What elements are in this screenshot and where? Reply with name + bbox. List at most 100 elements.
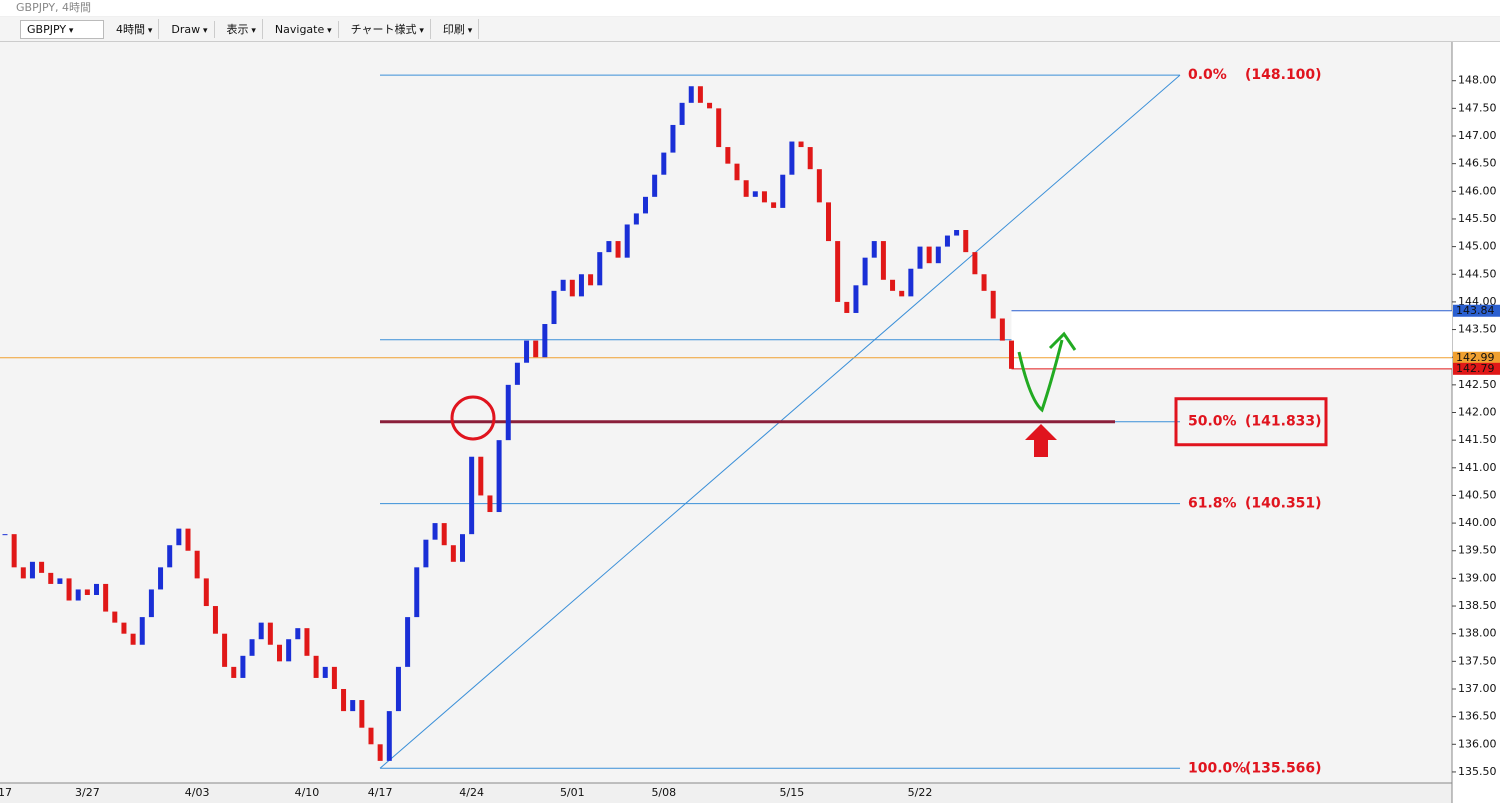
candle bbox=[798, 141, 804, 148]
y-tick-label: 146.50 bbox=[1458, 157, 1497, 170]
candle bbox=[405, 617, 411, 667]
x-tick-label: 4/03 bbox=[185, 786, 210, 799]
candle bbox=[661, 152, 667, 175]
price-marker-tag bbox=[1453, 351, 1500, 364]
candle bbox=[496, 440, 502, 513]
candle bbox=[761, 191, 767, 203]
candle bbox=[139, 617, 145, 645]
candle bbox=[734, 163, 740, 181]
y-tick-label: 137.50 bbox=[1458, 654, 1497, 667]
candle bbox=[103, 583, 109, 612]
y-tick-label: 140.50 bbox=[1458, 488, 1497, 501]
candle bbox=[386, 711, 392, 761]
fib-price-label: (140.351) bbox=[1245, 496, 1322, 512]
candle bbox=[478, 456, 484, 496]
candle bbox=[432, 523, 438, 540]
x-tick-label: 5/15 bbox=[780, 786, 805, 799]
candle bbox=[588, 274, 594, 286]
candle bbox=[816, 169, 822, 203]
toolbar-menu[interactable]: Draw bbox=[165, 20, 215, 38]
candle bbox=[350, 700, 356, 712]
toolbar-menu[interactable]: Navigate bbox=[269, 20, 339, 38]
toolbar-menu[interactable]: チャート様式 bbox=[345, 19, 431, 39]
y-tick-label: 145.50 bbox=[1458, 212, 1497, 225]
price-axis-bg bbox=[1452, 42, 1500, 803]
candle bbox=[148, 589, 154, 618]
x-tick-label: 4/10 bbox=[295, 786, 320, 799]
fib-highlight-box bbox=[1174, 397, 1328, 447]
price-marker-label: 142.79 bbox=[1456, 362, 1495, 375]
candle bbox=[222, 633, 228, 667]
y-tick-label: 141.50 bbox=[1458, 433, 1497, 446]
candle bbox=[39, 561, 45, 573]
x-tick-label: 4/24 bbox=[459, 786, 484, 799]
candle bbox=[377, 744, 383, 761]
y-tick-label: 146.00 bbox=[1458, 184, 1497, 197]
candle bbox=[524, 340, 530, 363]
candle bbox=[368, 727, 374, 745]
candle bbox=[880, 241, 886, 280]
x-tick-label: 5/22 bbox=[908, 786, 933, 799]
candle bbox=[487, 495, 493, 513]
date-axis-bg bbox=[0, 783, 1452, 803]
candle bbox=[670, 124, 676, 153]
candle bbox=[944, 235, 950, 247]
candle bbox=[578, 274, 584, 297]
highlight-circle bbox=[450, 395, 496, 441]
toolbar-menu[interactable]: 印刷 bbox=[437, 19, 480, 39]
x-tick-label: 5/08 bbox=[651, 786, 676, 799]
candle bbox=[20, 567, 26, 579]
candle bbox=[743, 180, 749, 197]
candle bbox=[176, 528, 182, 546]
y-tick-label: 140.00 bbox=[1458, 516, 1497, 529]
candle bbox=[935, 246, 941, 264]
candle bbox=[57, 578, 63, 584]
candle bbox=[460, 534, 465, 562]
candle bbox=[917, 246, 923, 269]
y-tick-label: 139.00 bbox=[1458, 571, 1497, 584]
candle bbox=[249, 639, 255, 656]
y-tick-label: 135.50 bbox=[1458, 765, 1497, 778]
candle bbox=[999, 318, 1005, 341]
candle bbox=[84, 589, 90, 595]
candle bbox=[441, 523, 447, 546]
window-title: GBPJPY, 4時間 bbox=[16, 1, 92, 14]
candle bbox=[981, 274, 987, 291]
candle bbox=[423, 539, 429, 568]
timeframe-select[interactable]: 4時間 bbox=[110, 19, 160, 39]
candle bbox=[450, 545, 456, 562]
candle bbox=[853, 285, 859, 313]
x-tick-label: 5/01 bbox=[560, 786, 585, 799]
candle bbox=[240, 655, 246, 678]
candle bbox=[716, 108, 722, 148]
symbol-select[interactable]: GBPJPY bbox=[20, 19, 104, 39]
candle bbox=[835, 241, 841, 302]
candle bbox=[954, 230, 960, 236]
y-tick-label: 148.00 bbox=[1458, 74, 1497, 87]
current-range-box bbox=[1011, 310, 1452, 369]
candle bbox=[167, 545, 173, 568]
candle bbox=[926, 246, 932, 264]
title-bar: GBPJPY, 4時間 bbox=[0, 0, 1500, 16]
price-marker-label: 143.84 bbox=[1456, 304, 1495, 317]
candle bbox=[679, 102, 685, 125]
candle bbox=[688, 86, 694, 103]
candle bbox=[29, 561, 35, 579]
candle bbox=[871, 241, 877, 258]
y-tick-label: 144.50 bbox=[1458, 267, 1497, 280]
toolbar-menu[interactable]: 表示 bbox=[221, 19, 263, 39]
candle bbox=[542, 324, 548, 358]
candle bbox=[707, 102, 713, 109]
candle bbox=[212, 606, 218, 634]
candle bbox=[313, 655, 319, 678]
y-tick-label: 141.00 bbox=[1458, 461, 1497, 474]
price-marker-tag bbox=[1453, 362, 1500, 375]
candle bbox=[972, 252, 978, 275]
candle bbox=[295, 628, 301, 640]
candle bbox=[963, 230, 969, 253]
up-arrow bbox=[1025, 424, 1057, 457]
candle bbox=[286, 639, 292, 662]
y-tick-label: 136.00 bbox=[1458, 737, 1497, 750]
candle bbox=[908, 268, 914, 297]
